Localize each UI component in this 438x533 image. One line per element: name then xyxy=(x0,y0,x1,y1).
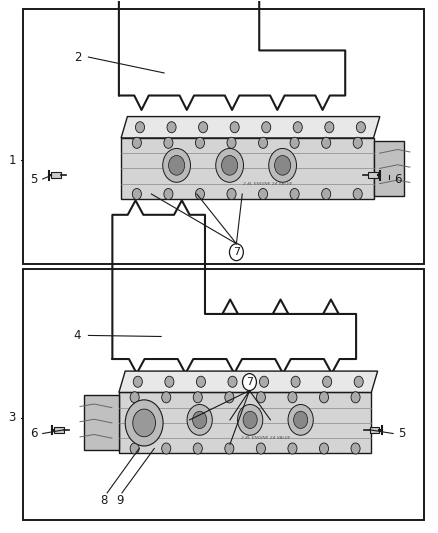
Circle shape xyxy=(164,138,173,148)
Circle shape xyxy=(163,149,191,182)
Circle shape xyxy=(193,392,202,403)
Circle shape xyxy=(198,122,208,133)
Circle shape xyxy=(135,122,145,133)
Text: 6: 6 xyxy=(30,427,38,440)
Circle shape xyxy=(321,138,331,148)
Circle shape xyxy=(237,405,263,435)
Circle shape xyxy=(288,405,313,435)
Text: 2: 2 xyxy=(74,51,81,63)
Circle shape xyxy=(357,122,365,133)
Text: 2.4L ENGINE 24 VALVE: 2.4L ENGINE 24 VALVE xyxy=(241,436,290,440)
Circle shape xyxy=(193,411,207,429)
Circle shape xyxy=(216,149,244,182)
Bar xyxy=(370,426,379,433)
Text: 2.4L ENGINE 24 VALVE: 2.4L ENGINE 24 VALVE xyxy=(243,182,292,185)
Circle shape xyxy=(162,392,171,403)
Circle shape xyxy=(196,376,205,387)
Circle shape xyxy=(230,122,239,133)
Circle shape xyxy=(291,376,300,387)
Circle shape xyxy=(187,405,212,435)
Bar xyxy=(23,269,424,520)
Circle shape xyxy=(256,392,265,403)
Circle shape xyxy=(169,156,185,175)
Text: 7: 7 xyxy=(233,247,240,257)
Circle shape xyxy=(225,443,234,454)
Circle shape xyxy=(293,411,308,429)
Polygon shape xyxy=(121,117,380,138)
Circle shape xyxy=(321,189,331,199)
Circle shape xyxy=(130,392,139,403)
Polygon shape xyxy=(119,371,378,392)
Circle shape xyxy=(261,122,271,133)
Circle shape xyxy=(227,189,236,199)
Circle shape xyxy=(269,149,297,182)
Circle shape xyxy=(193,443,202,454)
Circle shape xyxy=(228,376,237,387)
Circle shape xyxy=(227,138,236,148)
Bar xyxy=(121,138,374,199)
Circle shape xyxy=(130,443,139,454)
Circle shape xyxy=(256,443,265,454)
Text: 5: 5 xyxy=(398,427,406,440)
Circle shape xyxy=(167,122,176,133)
Circle shape xyxy=(258,189,268,199)
Circle shape xyxy=(225,392,234,403)
Circle shape xyxy=(351,443,360,454)
Circle shape xyxy=(290,138,299,148)
Circle shape xyxy=(164,189,173,199)
Text: 8: 8 xyxy=(100,495,107,507)
Circle shape xyxy=(354,376,363,387)
Circle shape xyxy=(290,189,299,199)
Circle shape xyxy=(353,189,362,199)
Circle shape xyxy=(125,400,163,446)
Circle shape xyxy=(195,189,205,199)
Text: 3: 3 xyxy=(9,411,16,424)
Circle shape xyxy=(259,376,268,387)
Circle shape xyxy=(351,392,360,403)
Bar xyxy=(23,10,424,264)
Bar xyxy=(368,172,378,179)
Text: 9: 9 xyxy=(116,495,124,507)
Bar xyxy=(119,392,371,454)
Circle shape xyxy=(132,138,141,148)
Circle shape xyxy=(319,443,328,454)
Circle shape xyxy=(243,411,257,429)
Bar xyxy=(84,395,119,450)
Circle shape xyxy=(132,189,141,199)
Circle shape xyxy=(133,409,155,437)
Bar xyxy=(51,172,61,179)
Text: 7: 7 xyxy=(246,377,253,387)
Circle shape xyxy=(293,122,302,133)
Circle shape xyxy=(275,156,291,175)
Bar xyxy=(374,141,404,196)
Circle shape xyxy=(195,138,205,148)
Circle shape xyxy=(325,122,334,133)
Bar xyxy=(54,426,64,433)
Text: 4: 4 xyxy=(74,329,81,342)
Circle shape xyxy=(133,376,142,387)
Circle shape xyxy=(353,138,362,148)
Circle shape xyxy=(258,138,268,148)
Text: 1: 1 xyxy=(8,154,16,167)
Circle shape xyxy=(230,244,244,261)
Circle shape xyxy=(288,443,297,454)
Text: 5: 5 xyxy=(30,173,38,185)
Circle shape xyxy=(243,374,256,391)
Circle shape xyxy=(162,443,171,454)
Circle shape xyxy=(323,376,332,387)
Circle shape xyxy=(222,156,238,175)
Text: 6: 6 xyxy=(394,173,401,185)
Circle shape xyxy=(319,392,328,403)
Circle shape xyxy=(288,392,297,403)
Circle shape xyxy=(165,376,174,387)
